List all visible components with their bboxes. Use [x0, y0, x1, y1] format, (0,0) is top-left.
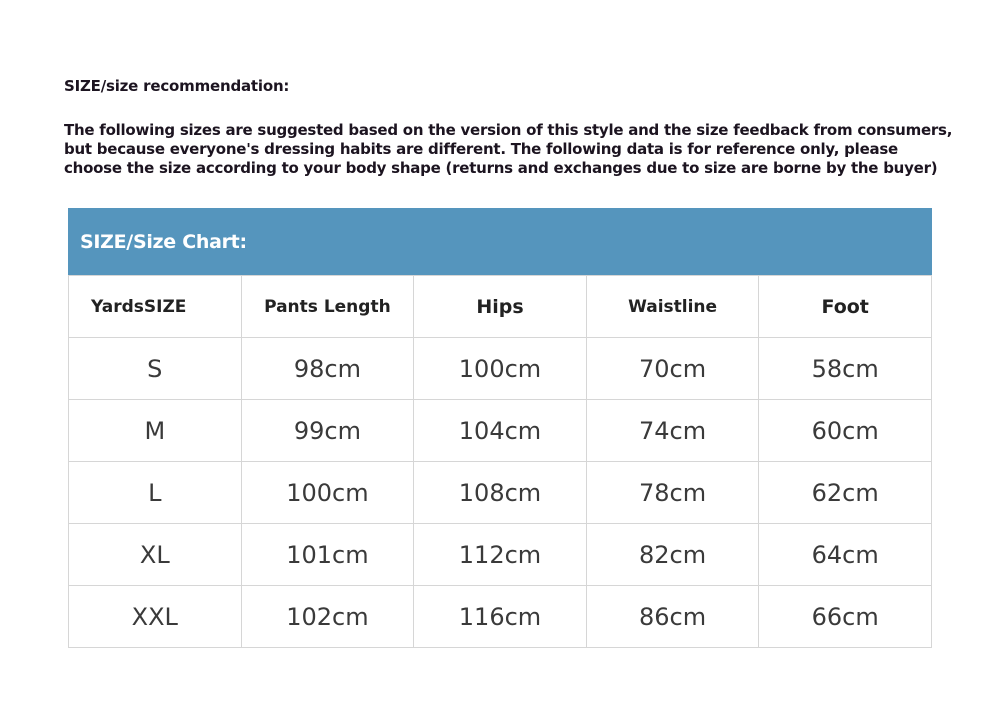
table-row: L 100cm 108cm 78cm 62cm [68, 461, 932, 524]
table-row: XL 101cm 112cm 82cm 64cm [68, 523, 932, 586]
table-cell: 78cm [585, 461, 760, 524]
table-cell: L [68, 461, 242, 524]
table-cell: 108cm [413, 461, 587, 524]
size-chart-title: SIZE/Size Chart: [68, 208, 932, 275]
table-cell: 99cm [240, 399, 415, 462]
table-cell: 102cm [240, 585, 415, 648]
table-cell: 98cm [240, 337, 415, 400]
table-cell: 86cm [585, 585, 760, 648]
table-cell: 112cm [413, 523, 587, 586]
table-cell: 100cm [413, 337, 587, 400]
table-row: S 98cm 100cm 70cm 58cm [68, 337, 932, 400]
table-cell: 70cm [585, 337, 760, 400]
table-cell: 100cm [240, 461, 415, 524]
column-header: Hips [413, 275, 587, 338]
table-cell: 62cm [758, 461, 932, 524]
table-cell: 60cm [758, 399, 932, 462]
table-cell: 58cm [758, 337, 932, 400]
size-table: YardsSIZE Pants Length Hips Waistline Foot S… [68, 275, 932, 648]
table-cell: XXL [68, 585, 242, 648]
table-cell: 82cm [585, 523, 760, 586]
table-cell: 64cm [758, 523, 932, 586]
table-cell: 66cm [758, 585, 932, 648]
table-cell: XL [68, 523, 242, 586]
table-cell: M [68, 399, 242, 462]
column-header: Foot [758, 275, 932, 338]
table-cell: 101cm [240, 523, 415, 586]
table-cell: S [68, 337, 242, 400]
column-header: YardsSIZE [68, 275, 242, 338]
table-row: M 99cm 104cm 74cm 60cm [68, 399, 932, 462]
size-chart: SIZE/Size Chart: YardsSIZE Pants Length Hi… [68, 208, 932, 648]
table-cell: 74cm [585, 399, 760, 462]
column-header: Waistline [585, 275, 760, 338]
intro-title: SIZE/size recommendation: [64, 77, 290, 95]
table-row: XXL 102cm 116cm 86cm 66cm [68, 585, 932, 648]
table-cell: 116cm [413, 585, 587, 648]
table-cell: 104cm [413, 399, 587, 462]
column-header: Pants Length [240, 275, 415, 338]
intro-body: The following sizes are suggested based … [64, 121, 953, 177]
